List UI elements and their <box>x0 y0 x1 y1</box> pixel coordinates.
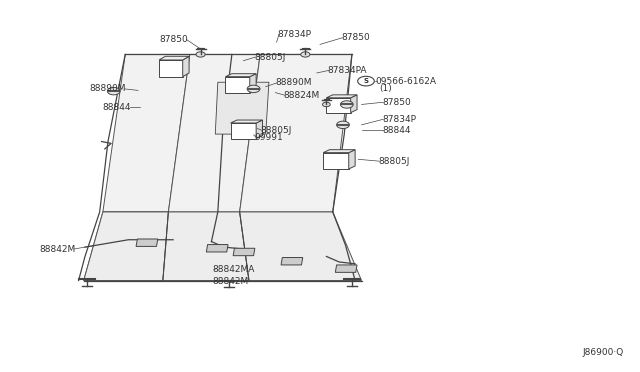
Polygon shape <box>225 77 250 93</box>
Polygon shape <box>281 257 303 265</box>
Polygon shape <box>239 54 352 212</box>
Polygon shape <box>159 60 182 77</box>
Text: 09566-6162A: 09566-6162A <box>376 77 436 86</box>
Polygon shape <box>84 212 168 280</box>
Text: 88805J: 88805J <box>254 52 285 61</box>
Polygon shape <box>215 82 269 134</box>
Polygon shape <box>182 56 189 77</box>
Polygon shape <box>351 95 357 113</box>
Circle shape <box>323 102 330 107</box>
Circle shape <box>340 101 353 108</box>
Circle shape <box>247 85 260 93</box>
Polygon shape <box>239 212 362 280</box>
Polygon shape <box>163 212 249 280</box>
Text: 87834PA: 87834PA <box>328 66 367 75</box>
Polygon shape <box>250 74 256 93</box>
Polygon shape <box>168 54 260 212</box>
Text: 88890M: 88890M <box>275 78 312 87</box>
Text: 88805J: 88805J <box>378 157 410 166</box>
Polygon shape <box>326 95 357 98</box>
Circle shape <box>358 76 374 86</box>
Circle shape <box>108 87 120 95</box>
Polygon shape <box>206 244 228 252</box>
Text: 87850: 87850 <box>341 33 370 42</box>
Polygon shape <box>335 265 357 272</box>
Polygon shape <box>84 212 168 280</box>
Text: 88890M: 88890M <box>90 84 126 93</box>
Circle shape <box>337 121 349 129</box>
Text: (1): (1) <box>379 84 392 93</box>
Text: 99991: 99991 <box>255 133 284 142</box>
Polygon shape <box>159 56 189 60</box>
Text: 87834P: 87834P <box>382 115 416 124</box>
Circle shape <box>196 52 205 57</box>
Text: 88824M: 88824M <box>284 91 320 100</box>
Polygon shape <box>349 150 355 169</box>
Text: 88844: 88844 <box>382 126 410 135</box>
Polygon shape <box>233 248 255 256</box>
Text: 87850: 87850 <box>159 35 188 44</box>
Polygon shape <box>230 120 262 123</box>
Polygon shape <box>256 120 262 138</box>
Text: S: S <box>364 78 369 84</box>
Polygon shape <box>225 74 256 77</box>
Text: 88842M: 88842M <box>39 244 76 253</box>
Polygon shape <box>230 123 256 138</box>
Text: J86900·Q: J86900·Q <box>582 348 623 357</box>
Circle shape <box>301 52 310 57</box>
Text: 87850: 87850 <box>382 98 411 107</box>
Text: 88842MA: 88842MA <box>212 265 255 274</box>
Polygon shape <box>326 98 351 113</box>
Polygon shape <box>103 54 190 212</box>
Polygon shape <box>136 239 158 246</box>
Polygon shape <box>323 153 349 169</box>
Text: 88842M: 88842M <box>212 278 249 286</box>
Text: 88805J: 88805J <box>260 125 291 135</box>
Text: 88844: 88844 <box>102 103 131 112</box>
Text: 87834P: 87834P <box>278 29 312 39</box>
Polygon shape <box>323 150 355 153</box>
